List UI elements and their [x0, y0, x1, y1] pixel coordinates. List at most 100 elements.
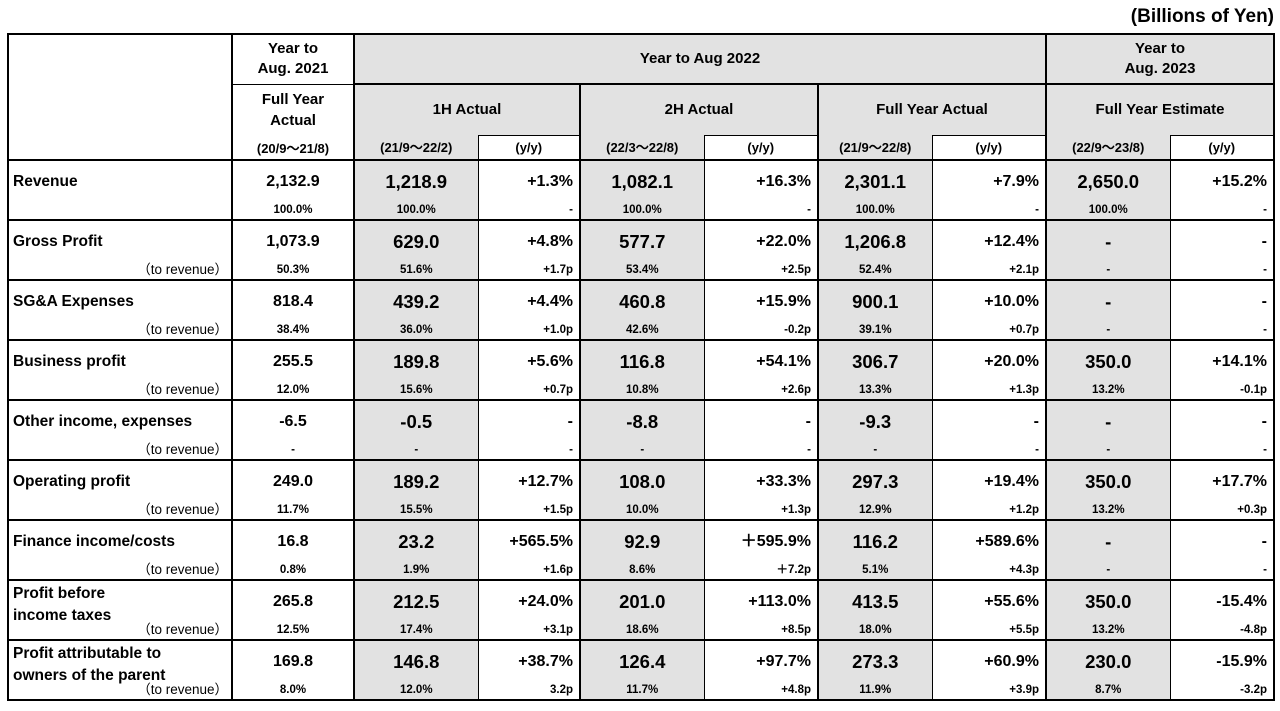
- cell-value: -15.9%: [1216, 652, 1267, 670]
- cell-value: +4.8%: [527, 232, 573, 250]
- table-row: SG&A Expenses （to revenue） 818.4 38.4% 439.2…: [8, 278, 1274, 341]
- cell-value: 265.8: [272, 592, 314, 610]
- cell-ratio: +1.7p: [543, 263, 573, 276]
- header-est-range: (22/9～23/8): [1046, 135, 1170, 160]
- cell-value: -: [1261, 232, 1267, 250]
- row-label: SG&A Expenses: [13, 292, 134, 310]
- cell-h2yy: +16.3% -: [703, 158, 819, 221]
- row-label: Gross Profit: [13, 232, 103, 250]
- cell-h2: 116.8 10.8%: [580, 338, 704, 401]
- cell-value: 126.4: [619, 650, 666, 672]
- row-label-cell: Finance income/costs （to revenue）: [8, 518, 233, 581]
- cell-ratio: 12.0%: [276, 383, 310, 396]
- cell-value: +113.0%: [748, 592, 811, 610]
- header-fy2023-period: Year to Aug. 2023: [1046, 34, 1274, 85]
- cell-ratio: 36.0%: [399, 323, 433, 336]
- header-fy-range: (21/9～22/8): [818, 135, 932, 160]
- cell-value: 116.8: [619, 350, 665, 372]
- cell-value: +14.1%: [1212, 352, 1267, 370]
- cell-ratio: 5.1%: [862, 563, 889, 576]
- header-h1-actual: 1H Actual: [354, 84, 581, 135]
- cell-ratio: 10.0%: [625, 503, 659, 516]
- cell-ratio: -: [291, 443, 295, 456]
- cell-h2yy: --: [703, 398, 819, 461]
- cell-value: +20.0%: [984, 352, 1039, 370]
- cell-value: 900.1: [852, 290, 899, 312]
- cell-value: ＋595.9%: [740, 532, 811, 550]
- row-label-cell: Operating profit （to revenue）: [8, 458, 233, 521]
- cell-fyyy: +12.4% +2.1p: [931, 218, 1047, 281]
- cell-value: +24.0%: [518, 592, 573, 610]
- row-label: Profit attributable to owners of the par…: [13, 644, 166, 684]
- table-row: Other income, expenses （to revenue） -6.5- -…: [8, 398, 1274, 461]
- cell-ratio: -: [1035, 203, 1039, 216]
- cell-fyyy: +60.9% +3.9p: [931, 638, 1047, 701]
- cell-value: -: [1105, 410, 1112, 432]
- cell-ratio: 50.3%: [276, 263, 310, 276]
- cell-ratio: +4.8p: [781, 683, 811, 696]
- cell-ratio: +2.6p: [781, 383, 811, 396]
- corner-cell: [8, 34, 233, 160]
- cell-value: +10.0%: [984, 292, 1039, 310]
- header-fy2022-period: Year to Aug 2022: [354, 34, 1047, 85]
- cell-estyy: -15.4% -4.8p: [1169, 578, 1274, 641]
- cell-value: 306.7: [852, 350, 899, 372]
- cell-ratio: -4.8p: [1240, 623, 1267, 636]
- cell-h2yy: +33.3% +1.3p: [703, 458, 819, 521]
- header-h1-range: (21/9～22/2): [354, 135, 478, 160]
- cell-value: -8.8: [626, 410, 659, 432]
- cell-ratio: 13.2%: [1091, 503, 1125, 516]
- cell-h1: 189.8 15.6%: [354, 338, 478, 401]
- cell-fy21: 255.5 12.0%: [232, 338, 355, 401]
- cell-fyyy: --: [931, 398, 1047, 461]
- cell-value: -: [1105, 530, 1112, 552]
- table-row: Profit before income taxes （to revenue） 26…: [8, 578, 1274, 641]
- cell-value: 577.7: [619, 230, 666, 252]
- cell-value: -: [805, 412, 811, 430]
- cell-value: -: [1261, 532, 1267, 550]
- cell-value: 189.8: [393, 350, 440, 372]
- cell-ratio: -0.1p: [1240, 383, 1267, 396]
- cell-value: 350.0: [1085, 470, 1132, 492]
- cell-ratio: -: [1263, 263, 1267, 276]
- cell-ratio: 8.7%: [1095, 683, 1122, 696]
- cell-value: 2,301.1: [844, 170, 907, 192]
- row-label: Revenue: [13, 172, 78, 190]
- row-sublabel: （to revenue）: [137, 441, 228, 457]
- row-label-cell: Revenue: [8, 158, 233, 221]
- cell-ratio: 13.2%: [1091, 383, 1125, 396]
- cell-ratio: +4.3p: [1009, 563, 1039, 576]
- cell-h2: -8.8 -: [580, 398, 704, 461]
- cell-value: +16.3%: [756, 172, 811, 190]
- cell-estyy: -15.9% -3.2p: [1169, 638, 1274, 701]
- cell-value: 629.0: [393, 230, 440, 252]
- cell-fy: 116.2 5.1%: [818, 518, 932, 581]
- cell-value: +17.7%: [1212, 472, 1267, 490]
- cell-value: 169.8: [272, 652, 314, 670]
- cell-ratio: 15.6%: [399, 383, 433, 396]
- cell-value: 249.0: [272, 472, 314, 490]
- cell-ratio: 42.6%: [625, 323, 659, 336]
- cell-ratio: -: [1263, 563, 1267, 576]
- cell-value: +565.5%: [509, 532, 573, 550]
- cell-value: 189.2: [393, 470, 440, 492]
- cell-ratio: +1.2p: [1009, 503, 1039, 516]
- cell-value: +55.6%: [984, 592, 1039, 610]
- cell-ratio: -: [1106, 443, 1111, 456]
- cell-ratio: 10.8%: [625, 383, 659, 396]
- cell-ratio: -: [1035, 443, 1039, 456]
- row-label: Business profit: [13, 352, 126, 370]
- cell-value: -0.5: [400, 410, 433, 432]
- cell-value: 23.2: [398, 530, 435, 552]
- cell-est: 350.0 13.2%: [1046, 338, 1170, 401]
- row-sublabel: （to revenue）: [137, 321, 228, 337]
- cell-est: --: [1046, 278, 1170, 341]
- cell-ratio: +5.5p: [1009, 623, 1039, 636]
- cell-fy21: 2,132.9 100.0%: [232, 158, 355, 221]
- cell-value: -: [1261, 412, 1267, 430]
- cell-h1: 146.8 12.0%: [354, 638, 478, 701]
- cell-value: +60.9%: [984, 652, 1039, 670]
- cell-h1yy: +24.0% +3.1p: [477, 578, 581, 641]
- cell-value: 146.8: [393, 650, 440, 672]
- cell-ratio: -: [807, 443, 811, 456]
